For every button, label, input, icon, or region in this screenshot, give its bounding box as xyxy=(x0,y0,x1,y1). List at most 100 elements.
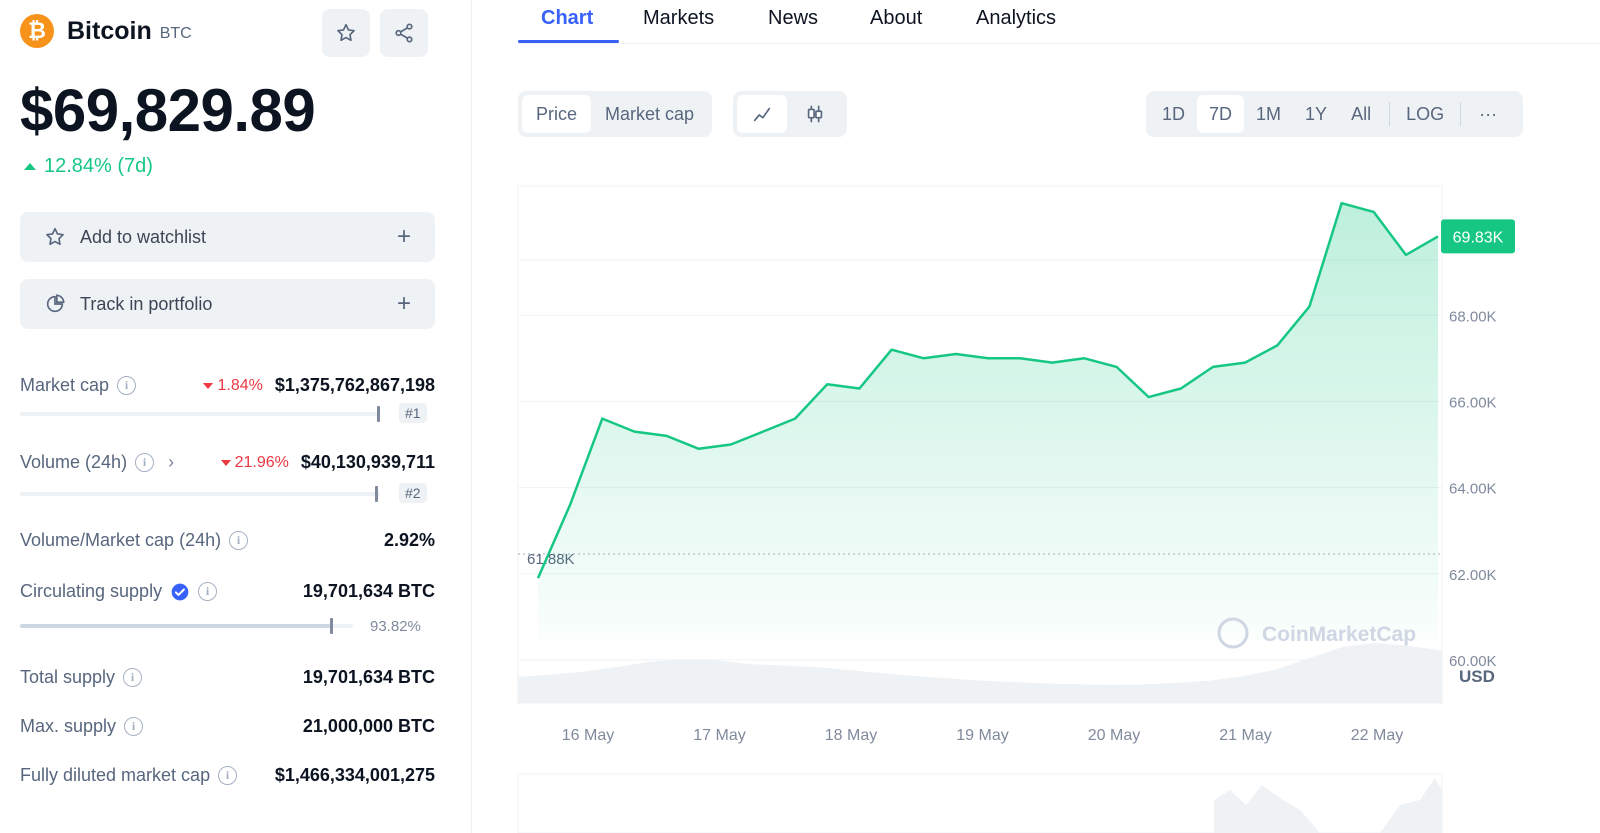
total-supply-label: Total supply xyxy=(20,667,116,687)
star-icon xyxy=(46,227,64,246)
info-icon[interactable]: i xyxy=(198,582,218,601)
price-toggle-button[interactable]: Price xyxy=(522,95,592,133)
range-1d-button[interactable]: 1D xyxy=(1162,103,1186,124)
range-all-button[interactable]: All xyxy=(1351,103,1372,124)
arrow-down-icon xyxy=(203,382,214,389)
tab-chart[interactable]: Chart xyxy=(541,7,594,29)
volume-label: Volume (24h) xyxy=(20,452,128,472)
market-cap-label: Market cap xyxy=(20,375,110,395)
candlestick-button[interactable] xyxy=(787,95,843,133)
candlestick-icon xyxy=(807,105,823,123)
tab-about[interactable]: About xyxy=(870,7,923,29)
price-change-value: 12.84% (7d) xyxy=(44,155,153,177)
coin-header: ₿ Bitcoin BTC xyxy=(20,14,192,48)
x-tick-label: 16 May xyxy=(562,727,614,744)
volume-bar xyxy=(20,486,380,502)
volume-area xyxy=(518,643,1442,703)
price-area-fill xyxy=(538,203,1438,640)
info-icon[interactable]: i xyxy=(124,717,144,736)
circulating-supply-fill xyxy=(20,624,333,628)
total-supply-value: 19,701,634 BTC xyxy=(302,667,435,687)
max-supply-row: Max. supply i 21,000,000 BTC xyxy=(20,716,435,737)
coin-symbol: BTC xyxy=(159,25,192,42)
y-tick-label: 68.00K xyxy=(1449,308,1497,325)
current-price-tag: 69.83K xyxy=(1441,219,1515,254)
volume-rank: #2 xyxy=(399,483,427,503)
volume-market-cap-label: Volume/Market cap (24h) xyxy=(20,530,222,550)
favorite-button[interactable] xyxy=(322,9,370,57)
circulating-supply-percent: 93.82% xyxy=(370,618,421,635)
line-chart-icon xyxy=(753,107,771,122)
add-to-watchlist-button[interactable]: Add to watchlist + xyxy=(20,212,435,262)
total-supply-row: Total supply i 19,701,634 BTC xyxy=(20,667,435,688)
toolbar-divider xyxy=(1460,102,1462,126)
chart-frame xyxy=(517,185,1443,704)
volume-value: $40,130,939,711 xyxy=(300,452,435,472)
volume-market-cap-row: Volume/Market cap (24h) i 2.92% xyxy=(20,530,435,551)
circulating-supply-tick xyxy=(330,618,334,634)
watchlist-label: Add to watchlist xyxy=(80,226,207,247)
mini-navigator xyxy=(517,773,1443,833)
market-cap-rank: #1 xyxy=(399,403,427,423)
tab-analytics[interactable]: Analytics xyxy=(976,7,1057,29)
volume-bars xyxy=(518,643,1442,703)
more-options-button[interactable]: ··· xyxy=(1479,103,1498,124)
range-1m-button[interactable]: 1M xyxy=(1256,103,1282,124)
tab-markets[interactable]: Markets xyxy=(643,7,715,29)
chart-grid xyxy=(518,259,1442,661)
range-7d-button[interactable]: 7D xyxy=(1197,95,1245,133)
arrow-up-icon xyxy=(24,163,36,170)
verified-badge-icon xyxy=(171,583,189,600)
cmc-logo-icon xyxy=(1217,617,1249,649)
plus-icon: + xyxy=(396,290,411,317)
x-axis: 16 May 17 May 18 May 19 May 20 May 21 May 22 M… xyxy=(562,727,1403,744)
x-tick-label: 21 May xyxy=(1219,727,1271,744)
navigator-volume xyxy=(1214,785,1320,833)
star-icon xyxy=(337,23,355,42)
y-tick-label: 64.00K xyxy=(1449,481,1497,498)
log-scale-button[interactable]: LOG xyxy=(1406,103,1445,124)
current-price-label: 69.83K xyxy=(1453,229,1504,246)
share-button[interactable] xyxy=(380,9,428,57)
circulating-supply-value: 19,701,634 BTC xyxy=(302,581,435,601)
tab-news[interactable]: News xyxy=(768,7,819,29)
info-icon[interactable]: i xyxy=(218,766,238,785)
info-icon[interactable]: i xyxy=(123,668,143,687)
info-icon[interactable]: i xyxy=(117,376,137,395)
time-range-toggle: 1D 7D 1M 1Y All LOG ··· xyxy=(1146,91,1523,137)
x-tick-label: 20 May xyxy=(1088,727,1140,744)
active-tab-indicator xyxy=(518,40,619,43)
track-portfolio-button[interactable]: Track in portfolio + xyxy=(20,279,435,329)
fully-diluted-row: Fully diluted market cap i $1,466,334,001… xyxy=(20,765,435,786)
x-tick-label: 18 May xyxy=(825,727,877,744)
pie-chart-icon xyxy=(46,294,65,313)
toolbar-divider xyxy=(1389,102,1391,126)
portfolio-label: Track in portfolio xyxy=(80,293,213,314)
info-icon[interactable]: i xyxy=(135,453,155,472)
y-axis: 68.00K 66.00K 64.00K 62.00K 60.00K xyxy=(1449,308,1497,670)
watermark-text: CoinMarketCap xyxy=(1262,623,1416,646)
max-supply-value: 21,000,000 BTC xyxy=(302,716,435,736)
info-icon[interactable]: i xyxy=(229,531,249,550)
circulating-supply-bar xyxy=(20,618,353,634)
market-cap-bar-tick xyxy=(377,406,380,422)
plus-icon: + xyxy=(396,223,411,250)
range-1y-button[interactable]: 1Y xyxy=(1305,103,1328,124)
market-cap-row: Market cap i 1.84% $1,375,762,867,198 xyxy=(20,375,435,396)
share-icon xyxy=(395,23,413,43)
market-cap-change: 1.84% xyxy=(203,377,263,395)
market-cap-value: $1,375,762,867,198 xyxy=(274,375,435,395)
line-chart-button[interactable] xyxy=(737,95,787,133)
market-cap-toggle-button[interactable]: Market cap xyxy=(605,103,695,124)
metric-toggle: Price Market cap xyxy=(518,91,713,137)
navigator-frame xyxy=(517,773,1443,833)
market-cap-bar xyxy=(20,406,380,422)
x-tick-label: 22 May xyxy=(1351,727,1403,744)
volume-change: 21.96% xyxy=(220,454,289,472)
volume-row: Volume (24h) i › 21.96% $40,130,939,711 xyxy=(20,452,435,473)
coin-stats-panel: ₿ Bitcoin BTC $69,829.89 12.84% (7d) Add… xyxy=(0,0,472,833)
chevron-right-icon[interactable]: › xyxy=(168,452,175,472)
max-supply-label: Max. supply xyxy=(20,716,117,736)
volume-market-cap-value: 2.92% xyxy=(383,530,435,550)
y-tick-label: 60.00K xyxy=(1449,653,1497,670)
